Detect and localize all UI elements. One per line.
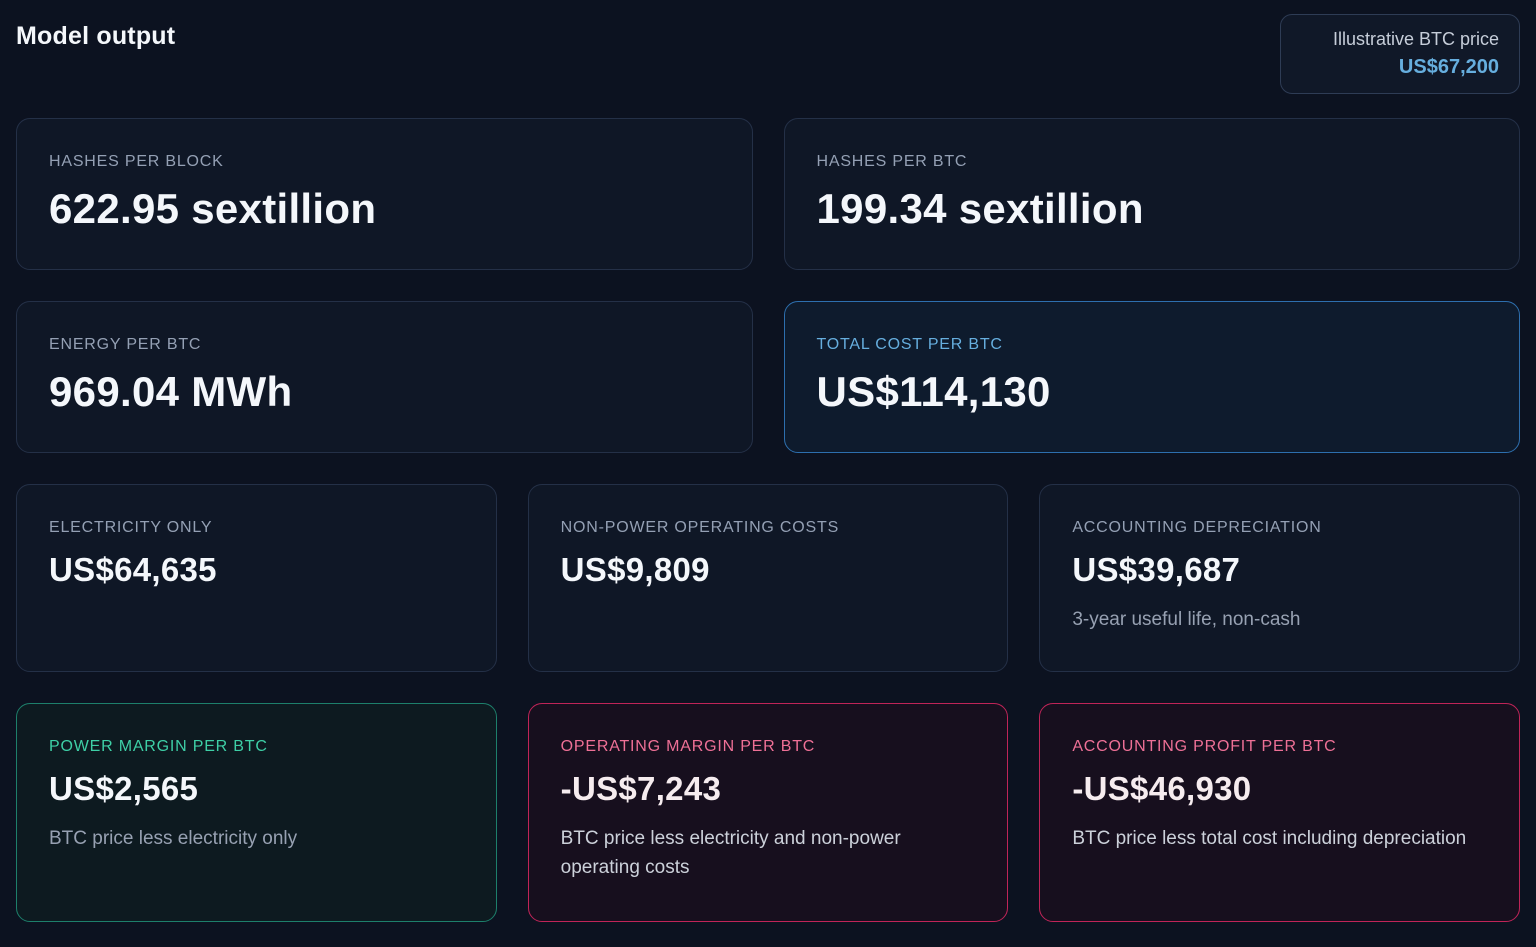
row-hashes: HASHES PER BLOCK 622.95 sextillion HASHE… <box>16 118 1520 270</box>
card-label: ELECTRICITY ONLY <box>49 519 213 536</box>
card-hashes-per-btc: HASHES PER BTC 199.34 sextillion <box>783 118 1520 270</box>
card-operating-margin-per-btc: OPERATING MARGIN PER BTC -US$7,243 BTC p… <box>527 703 1009 922</box>
page-title: Model output <box>16 22 176 50</box>
card-label: ACCOUNTING DEPRECIATION <box>1072 519 1322 536</box>
card-label: TOTAL COST PER BTC <box>816 336 1003 353</box>
card-note: 3-year useful life, non-cash <box>1072 609 1301 630</box>
row-cost-breakdown: ELECTRICITY ONLY US$64,635 NON-POWER OPE… <box>16 484 1520 672</box>
card-note: BTC price less electricity and non-power… <box>560 828 901 879</box>
row-margins: POWER MARGIN PER BTC US$2,565 BTC price … <box>16 703 1520 922</box>
card-note: BTC price less electricity only <box>49 828 298 849</box>
card-hashes-per-block: HASHES PER BLOCK 622.95 sextillion <box>16 118 753 270</box>
card-value: US$9,809 <box>560 551 710 588</box>
card-value: US$2,565 <box>49 770 199 807</box>
card-energy-per-btc: ENERGY PER BTC 969.04 MWh <box>16 301 753 453</box>
card-accounting-profit-per-btc: ACCOUNTING PROFIT PER BTC -US$46,930 BTC… <box>1039 703 1520 922</box>
card-power-margin-per-btc: POWER MARGIN PER BTC US$2,565 BTC price … <box>16 703 497 922</box>
card-non-power-operating-costs: NON-POWER OPERATING COSTS US$9,809 <box>527 484 1009 672</box>
btc-price-box: Illustrative BTC price US$67,200 <box>1280 14 1520 94</box>
card-value: 622.95 sextillion <box>49 185 377 232</box>
card-label: POWER MARGIN PER BTC <box>49 738 268 755</box>
card-label: HASHES PER BLOCK <box>49 153 224 170</box>
header: Model output Illustrative BTC price US$6… <box>16 14 1520 94</box>
card-electricity-only: ELECTRICITY ONLY US$64,635 <box>16 484 497 672</box>
card-label: HASHES PER BTC <box>816 153 968 170</box>
card-label: ENERGY PER BTC <box>49 336 202 353</box>
card-label: NON-POWER OPERATING COSTS <box>560 519 840 536</box>
card-label: OPERATING MARGIN PER BTC <box>560 738 816 755</box>
card-value: US$64,635 <box>49 551 217 588</box>
card-note: BTC price less total cost including depr… <box>1072 828 1467 849</box>
card-label: ACCOUNTING PROFIT PER BTC <box>1072 738 1337 755</box>
btc-price-label: Illustrative BTC price <box>1332 29 1499 49</box>
cards-grid: HASHES PER BLOCK 622.95 sextillion HASHE… <box>16 118 1520 922</box>
card-value: -US$46,930 <box>1072 770 1252 807</box>
card-total-cost-per-btc: TOTAL COST PER BTC US$114,130 <box>783 301 1520 453</box>
card-value: 969.04 MWh <box>49 368 293 415</box>
card-value: US$114,130 <box>816 368 1051 415</box>
card-value: 199.34 sextillion <box>816 185 1144 232</box>
btc-price-value: US$67,200 <box>1398 56 1499 78</box>
card-value: US$39,687 <box>1072 551 1241 588</box>
row-energy-cost: ENERGY PER BTC 969.04 MWh TOTAL COST PER… <box>16 301 1520 453</box>
card-accounting-depreciation: ACCOUNTING DEPRECIATION US$39,687 3-year… <box>1039 484 1520 672</box>
card-value: -US$7,243 <box>560 770 722 807</box>
